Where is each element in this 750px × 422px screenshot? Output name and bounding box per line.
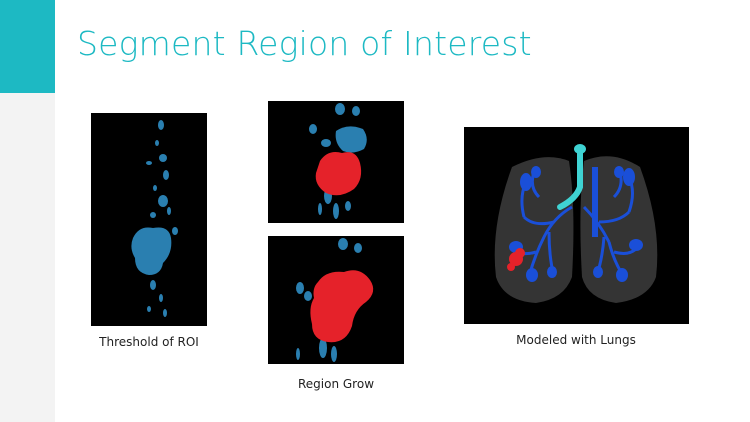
lungs-caption: Modeled with Lungs xyxy=(516,333,636,347)
threshold-roi-image xyxy=(91,113,207,326)
accent-block xyxy=(0,0,55,93)
region-grow-image-bottom xyxy=(268,236,404,364)
threshold-caption: Threshold of ROI xyxy=(99,335,199,349)
slide-title: Segment Region of Interest xyxy=(77,24,532,63)
region-grow-image-top xyxy=(268,101,404,223)
lungs-model-image xyxy=(464,127,689,324)
region-grow-caption: Region Grow xyxy=(297,377,375,391)
